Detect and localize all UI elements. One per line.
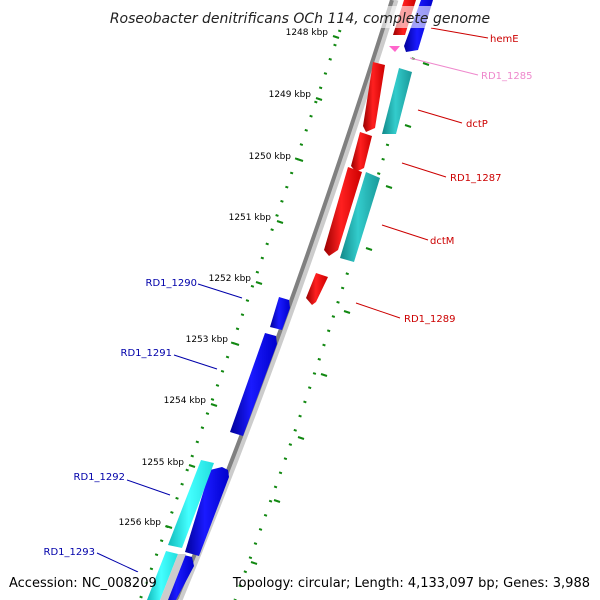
gene-label-RD1_1292: RD1_1292: [74, 472, 125, 483]
tick-label-1255: 1255 kbp: [142, 458, 185, 468]
gene-label-hemE: hemE: [490, 34, 519, 45]
tick-label-1248: 1248 kbp: [286, 28, 329, 38]
gene-label-RD1_1285: RD1_1285: [481, 71, 532, 82]
tick-label-1253: 1253 kbp: [186, 335, 229, 345]
gene-label-RD1_1291: RD1_1291: [121, 348, 172, 359]
tick-label-1254: 1254 kbp: [164, 396, 207, 406]
gene-label-RD1_1287: RD1_1287: [450, 173, 501, 184]
gene-RD1_1292-arrow: [185, 467, 229, 556]
tick-label-1251: 1251 kbp: [229, 213, 272, 223]
topology-label: Topology: circular; Length: 4,133,097 bp…: [232, 576, 590, 591]
map-title: Roseobacter denitrificans OCh 114, compl…: [110, 11, 490, 27]
feature-dctM-teal: [340, 172, 380, 262]
gene-dctP-arrow: [363, 62, 385, 132]
gene-label-dctP: dctP: [466, 119, 488, 130]
gene-label-RD1_1293: RD1_1293: [44, 547, 95, 558]
gene-RD1_1290-arrow: [270, 297, 290, 330]
outer-tick-ring: [233, 0, 432, 600]
kbp-ticks: 1248 kbp 1249 kbp 1250 kbp 1251 kbp 1252…: [119, 28, 340, 529]
tick-label-1250: 1250 kbp: [249, 152, 292, 162]
tick-label-1249: 1249 kbp: [269, 90, 312, 100]
feature-RD1_1293-cyan: [147, 551, 178, 600]
tick-label-1256: 1256 kbp: [119, 518, 162, 528]
gene-RD1_1291-arrow: [230, 333, 277, 436]
tick-label-1252: 1252 kbp: [209, 274, 252, 284]
gene-RD1_1287-arrow: [351, 132, 372, 172]
feature-RD1_1293-grey: [160, 554, 186, 600]
outer-ring-major-ticks: [250, 62, 430, 565]
inner-tick-ring: [138, 29, 342, 600]
feature-RD1_1292-cyan: [168, 460, 214, 548]
accession-label: Accession: NC_008209: [9, 576, 157, 591]
gene-RD1_1289-arrow: [306, 273, 328, 305]
feature-dctP-teal: [382, 68, 412, 134]
gene-label-RD1_1290: RD1_1290: [146, 278, 197, 289]
gene-label-RD1_1289: RD1_1289: [404, 314, 455, 325]
label-leaders: [96, 27, 489, 573]
gene-dctM-arrow: [324, 167, 362, 256]
gene-label-dctM: dctM: [430, 236, 454, 247]
gene-RD1_1285-arrow: [389, 46, 400, 52]
